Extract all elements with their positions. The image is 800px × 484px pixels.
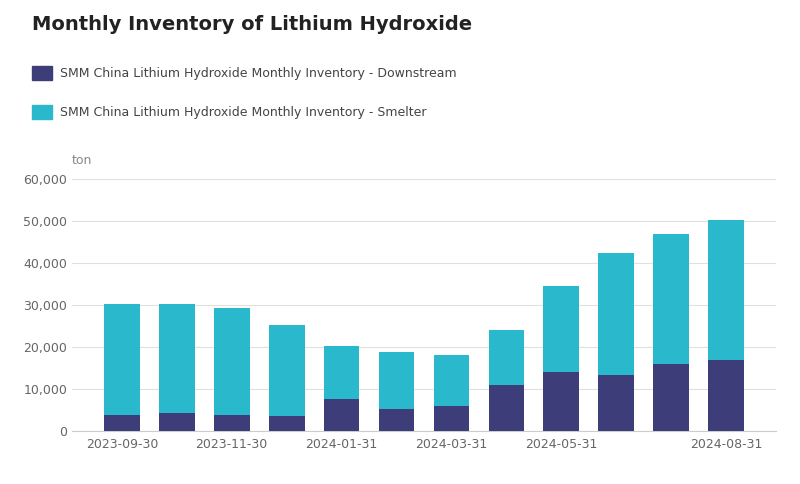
- Bar: [654, 234, 689, 363]
- Bar: [543, 286, 579, 372]
- Text: SMM China Lithium Hydroxide Monthly Inventory - Downstream: SMM China Lithium Hydroxide Monthly Inve…: [60, 67, 457, 80]
- Text: SMM China Lithium Hydroxide Monthly Inventory - Smelter: SMM China Lithium Hydroxide Monthly Inve…: [60, 106, 426, 119]
- Bar: [159, 413, 194, 431]
- Text: ton: ton: [72, 154, 92, 167]
- Bar: [324, 399, 359, 431]
- Bar: [269, 325, 305, 417]
- Bar: [269, 417, 305, 431]
- Bar: [378, 352, 414, 409]
- Bar: [489, 330, 524, 385]
- Text: Monthly Inventory of Lithium Hydroxide: Monthly Inventory of Lithium Hydroxide: [32, 15, 472, 33]
- Bar: [434, 355, 470, 406]
- Bar: [214, 415, 250, 431]
- Bar: [543, 372, 579, 431]
- Bar: [598, 253, 634, 375]
- Bar: [708, 360, 744, 431]
- Bar: [489, 385, 524, 431]
- Bar: [708, 220, 744, 360]
- Bar: [104, 415, 140, 431]
- Bar: [654, 363, 689, 431]
- Bar: [324, 346, 359, 399]
- Bar: [214, 308, 250, 415]
- Bar: [104, 303, 140, 415]
- Bar: [434, 406, 470, 431]
- Bar: [159, 304, 194, 413]
- Bar: [598, 375, 634, 431]
- Bar: [378, 409, 414, 431]
